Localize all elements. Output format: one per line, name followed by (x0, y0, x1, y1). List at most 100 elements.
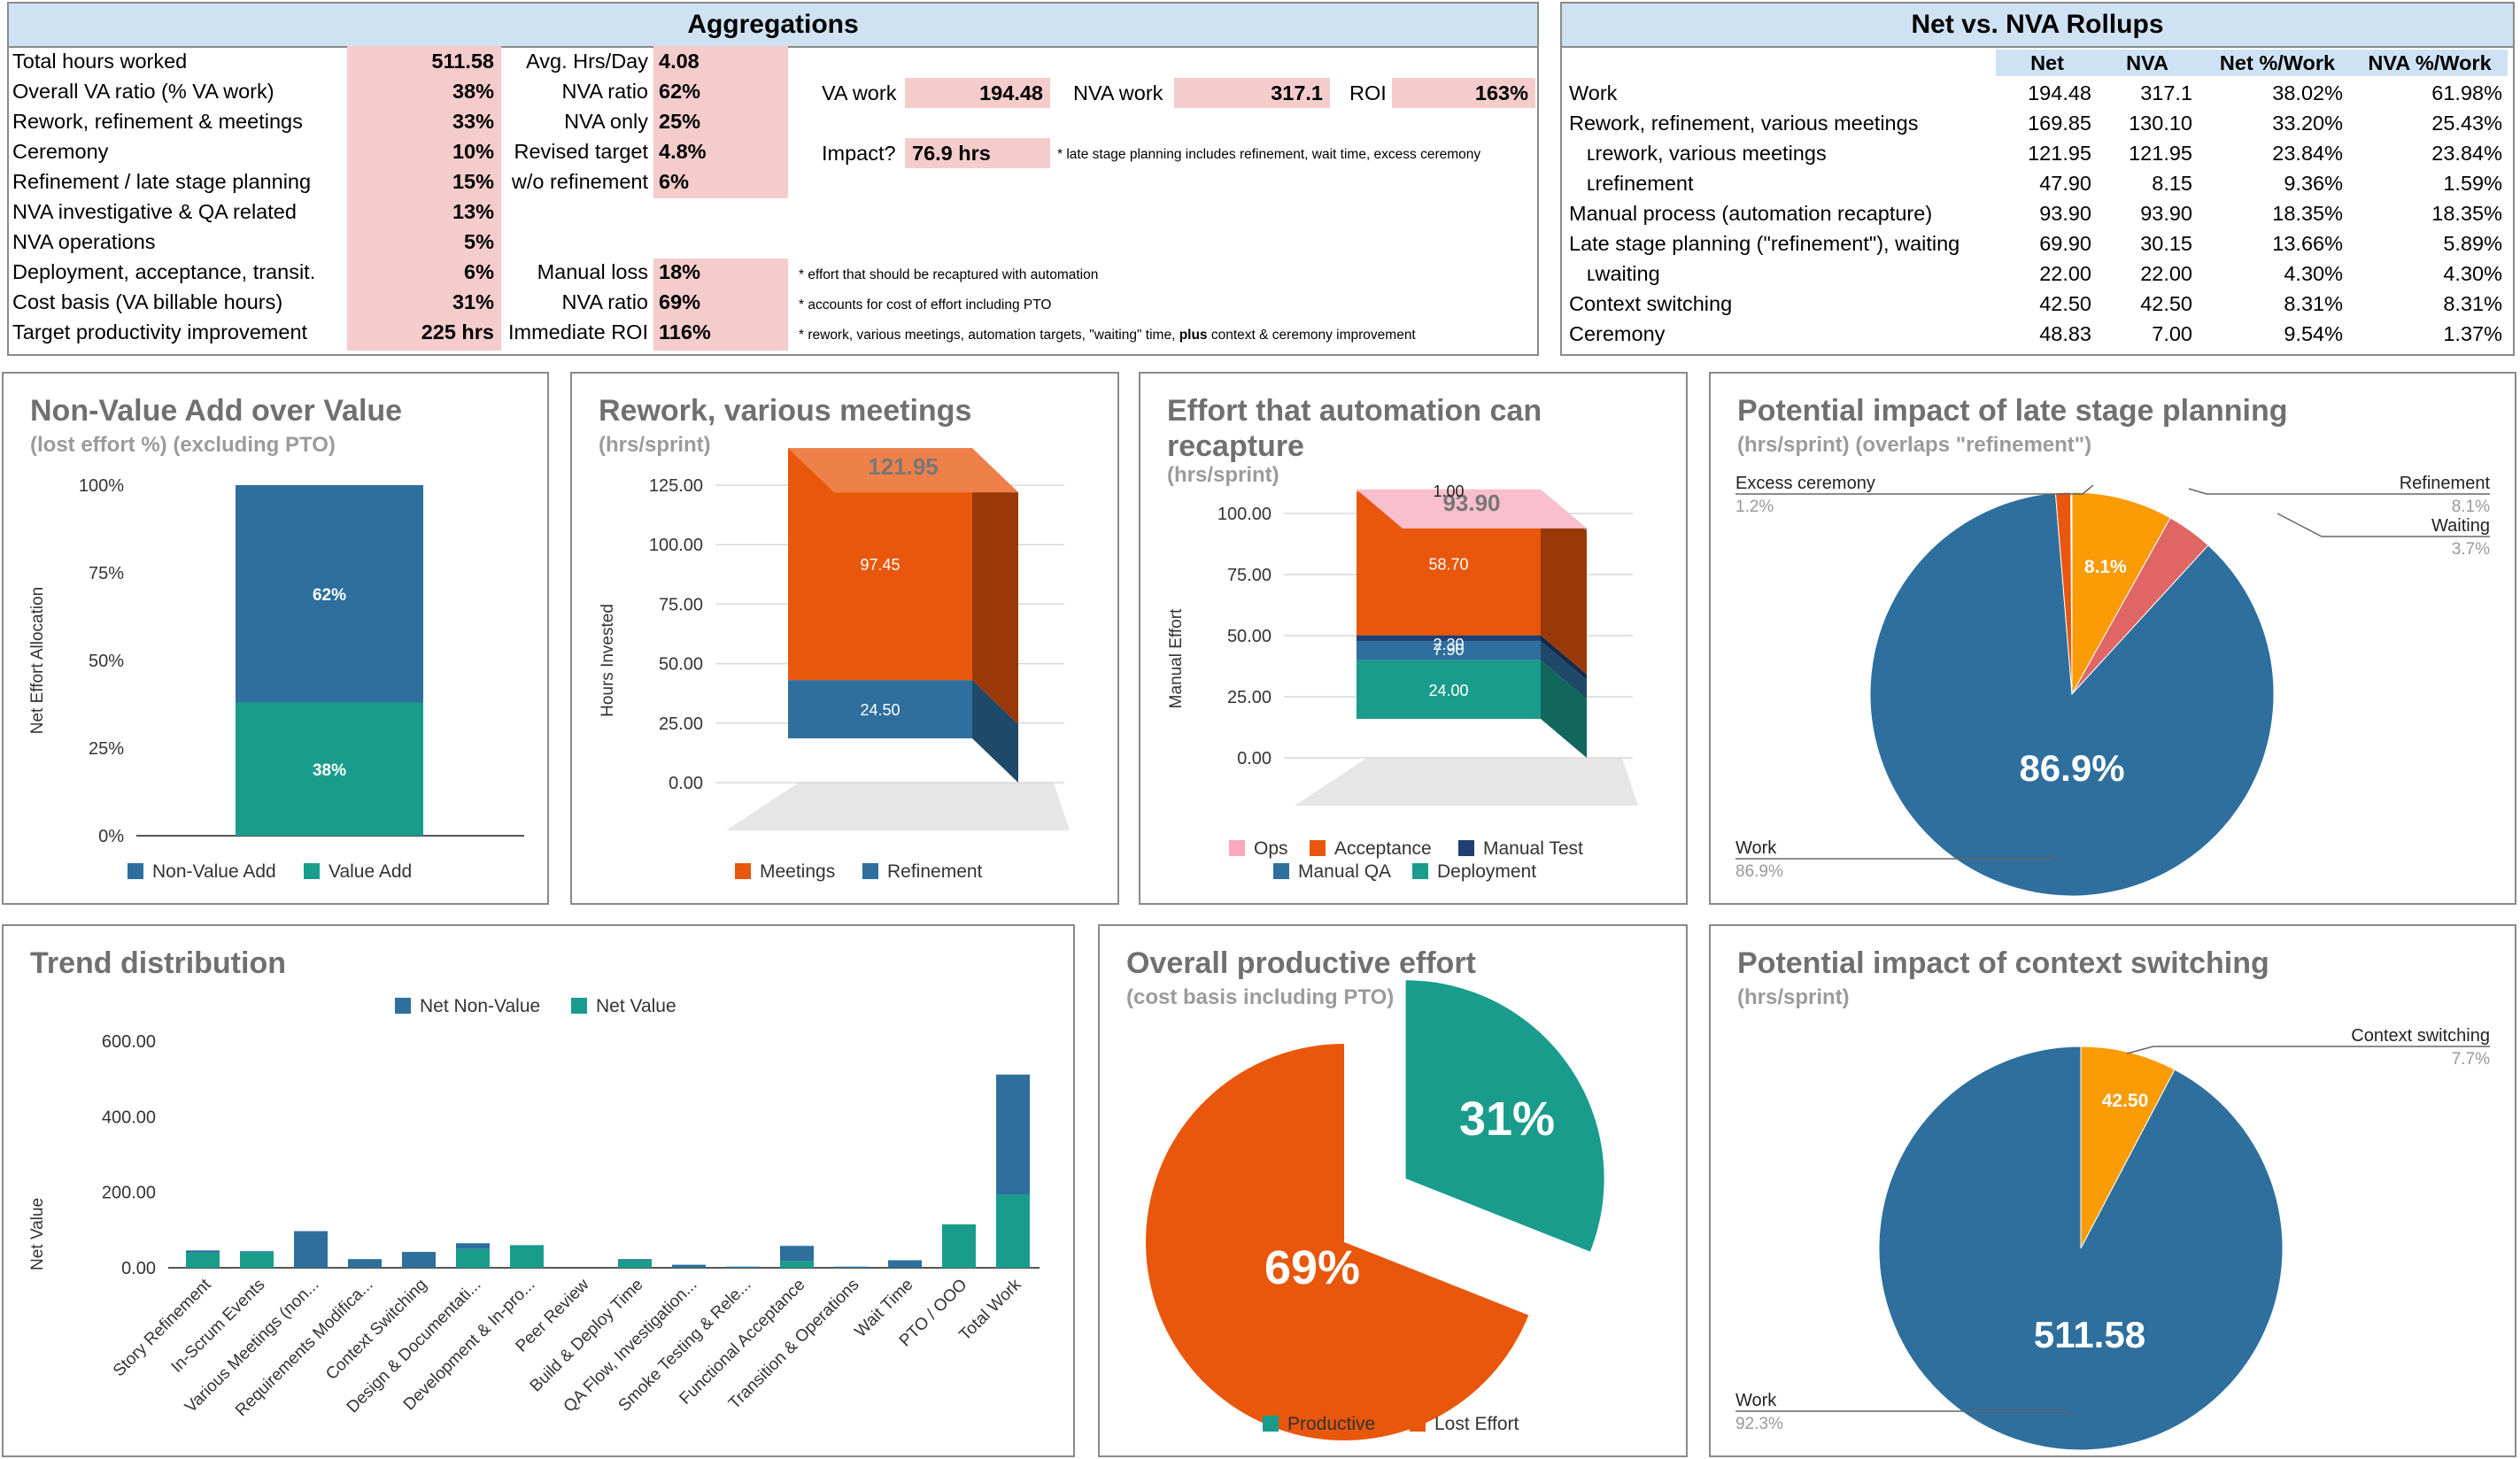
rollup-cell[interactable]: 9.54% (2284, 322, 2343, 345)
panel-late-stage: Potential impact of late stage planning … (1709, 372, 2516, 905)
rollup-cell[interactable]: 4.30% (2443, 262, 2502, 285)
rollup-cell[interactable]: 1.59% (2443, 172, 2502, 195)
agg-value[interactable]: 10% (452, 140, 494, 163)
agg-value[interactable]: 31% (452, 290, 494, 313)
bar-side-face (1541, 660, 1587, 758)
rollup-cell[interactable]: 4.30% (2284, 262, 2343, 285)
agg-value[interactable]: 4.8% (659, 140, 707, 163)
chart-title: Rework, various meetings (599, 394, 972, 428)
rollup-cell[interactable]: 33.20% (2272, 112, 2343, 135)
bar-label: 1.00 (1433, 482, 1464, 500)
rollup-cell[interactable]: 22.00 (2140, 262, 2192, 285)
bar-label: 62% (313, 586, 346, 605)
productive-pie: 31% 69% Productive Lost Effort (1146, 980, 1604, 1440)
rollup-cell[interactable]: 23.84% (2272, 142, 2343, 165)
legend-swatch (395, 998, 411, 1014)
rollup-cell[interactable]: 42.50 (2140, 292, 2192, 315)
agg-value[interactable]: 6% (659, 170, 689, 193)
callout-label: Excess ceremony (1735, 474, 1875, 493)
agg-label: Rework, refinement & meetings (12, 110, 303, 133)
rollup-cell[interactable]: 69.90 (2039, 232, 2091, 255)
agg-label: Avg. Hrs/Day (526, 50, 648, 73)
impact-value[interactable]: 76.9 hrs (912, 142, 991, 165)
rollup-cell[interactable]: 38.02% (2272, 81, 2343, 104)
agg-value[interactable]: 18% (659, 260, 701, 283)
rollup-cell[interactable]: 121.95 (2028, 142, 2091, 165)
pie-slice-refinement (2071, 491, 2171, 696)
y-tick-label: 600.00 (102, 1032, 156, 1052)
rollup-cell[interactable]: 22.00 (2039, 262, 2091, 285)
nva-work-value[interactable]: 317.1 (1271, 81, 1323, 104)
chart-title: Non-Value Add over Value (30, 394, 403, 428)
rollup-cell[interactable]: 93.90 (2140, 202, 2192, 225)
rollup-cell[interactable]: 42.50 (2039, 292, 2091, 315)
panel-rework: Rework, various meetings (hrs/sprint) 0.… (570, 372, 1119, 905)
rollup-header: Net (2030, 51, 2064, 74)
rollup-cell[interactable]: 47.90 (2039, 172, 2091, 195)
bar-top-face (1357, 489, 1587, 529)
rollup-cell[interactable]: 317.1 (2140, 81, 2192, 104)
rollup-cell[interactable]: 18.35% (2431, 202, 2502, 225)
rollup-cell[interactable]: 18.35% (2272, 202, 2343, 225)
agg-value[interactable]: 116% (659, 320, 711, 344)
rollup-header: NVA %/Work (2368, 51, 2492, 74)
rollup-cell[interactable]: 8.31% (2284, 292, 2343, 315)
rollup-cell[interactable]: 130.10 (2129, 112, 2192, 135)
bar-label: 7.90 (1433, 641, 1464, 659)
rollup-cell[interactable]: 13.66% (2272, 232, 2343, 255)
chart-title: Overall productive effort (1126, 946, 1476, 980)
rollup-cell[interactable]: 5.89% (2443, 232, 2502, 255)
rollup-cell[interactable]: 93.90 (2039, 202, 2091, 225)
rework-chart: 0.00 25.00 50.00 75.00 100.00 125.00 121.95 24.… (599, 448, 1070, 882)
agg-value[interactable]: 62% (659, 80, 701, 103)
agg-value[interactable]: 13% (452, 200, 494, 223)
agg-value[interactable]: 25% (659, 110, 701, 133)
rollup-cell[interactable]: 7.00 (2152, 322, 2192, 345)
rollup-cell[interactable]: 61.98% (2431, 81, 2502, 104)
legend-label: Value Add (329, 861, 412, 882)
callout-value: 3.7% (2452, 540, 2490, 559)
callout-line (2126, 1046, 2490, 1054)
bar-net-non-value (294, 1231, 328, 1268)
callout-label: Waiting (2431, 516, 2490, 536)
y-tick-label: 25.00 (659, 714, 703, 734)
rollup-cell[interactable]: 8.15 (2152, 172, 2192, 195)
agg-value[interactable]: 5% (464, 230, 494, 253)
rollup-cell[interactable]: 194.48 (2028, 81, 2091, 104)
rollup-cell[interactable]: 23.84% (2431, 142, 2502, 165)
roi-value[interactable]: 163% (1474, 81, 1528, 104)
rollup-cell[interactable]: 25.43% (2431, 112, 2502, 135)
rollup-cell[interactable]: 8.31% (2443, 292, 2502, 315)
agg-value[interactable]: 511.58 (431, 50, 494, 73)
panel-productive: Overall productive effort (cost basis in… (1098, 924, 1688, 1457)
agg-label: Overall VA ratio (% VA work) (12, 80, 274, 103)
agg-value[interactable]: 33% (452, 110, 494, 133)
agg-value[interactable]: 4.08 (659, 50, 700, 73)
rollup-cell[interactable]: 169.85 (2028, 112, 2091, 135)
agg-value[interactable]: 38% (452, 80, 494, 103)
nva-work-label: NVA work (1073, 81, 1163, 104)
callout-label: Work (1735, 1391, 1777, 1410)
chart-floor (726, 783, 1070, 830)
y-tick-label: 200.00 (102, 1184, 156, 1203)
agg-label: Ceremony (12, 140, 109, 163)
bar-net-non-value (780, 1246, 814, 1262)
y-tick-label: 100.00 (649, 536, 703, 555)
rollup-cell[interactable]: 9.36% (2284, 172, 2343, 195)
bar-top-face (788, 448, 1018, 493)
agg-value[interactable]: 6% (464, 260, 494, 283)
pie-slice-work (1869, 492, 2275, 897)
note-accounts: * accounts for cost of effort including … (799, 297, 1052, 313)
bar-value-add (236, 702, 423, 836)
rollup-cell[interactable]: 121.95 (2129, 142, 2192, 165)
agg-value[interactable]: 225 hrs (421, 320, 494, 344)
rollup-row-label: Work (1569, 81, 1618, 104)
rollup-cell[interactable]: 1.37% (2443, 322, 2502, 345)
agg-label: w/o refinement (511, 170, 648, 193)
callout-label: Refinement (2400, 474, 2491, 493)
agg-value[interactable]: 69% (659, 290, 701, 313)
rollup-cell[interactable]: 48.83 (2039, 322, 2091, 345)
agg-value[interactable]: 15% (452, 170, 494, 193)
rollup-cell[interactable]: 30.15 (2140, 232, 2192, 255)
va-work-value[interactable]: 194.48 (979, 81, 1043, 104)
